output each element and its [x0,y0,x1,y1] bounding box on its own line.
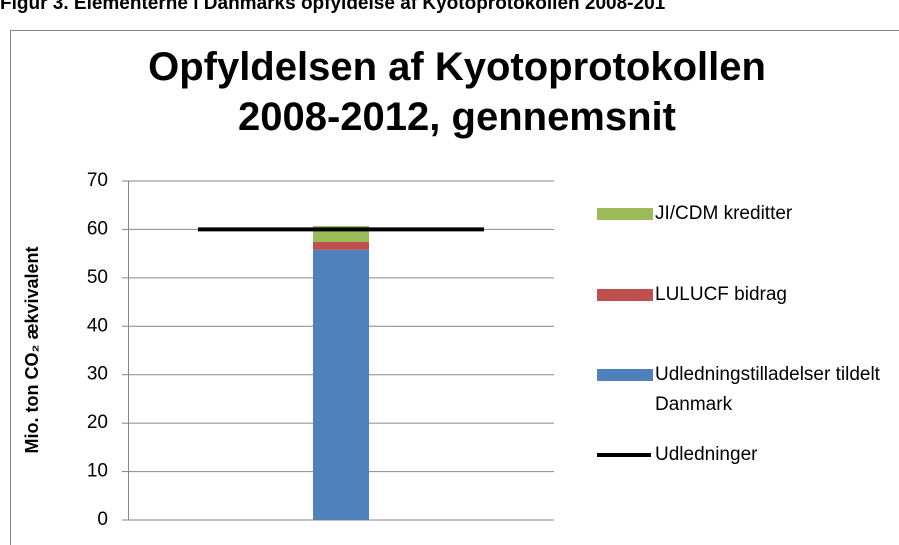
y-tick-label: 60 [87,218,108,239]
bar-segment [313,249,369,521]
y-tick-label: 20 [87,412,108,433]
caption: Figur 3. Elementerne i Danmarks opfyldel… [0,0,666,14]
y-tick-label: 10 [87,461,108,482]
y-tick-label: 70 [87,170,108,191]
legend-label: Udledninger [655,444,758,465]
y-axis-label: Mio. ton CO₂ ækvivalent [22,246,42,453]
legend-label: Udledningstilladelser tildelt Danmark [655,364,880,415]
chart-title: Opfyldelsen af Kyotoprotokollen 2008-201… [148,45,766,139]
legend-swatch [597,289,653,301]
bar-segment [313,242,369,250]
legend-item: Udledninger [655,444,758,465]
title-box: Opfyldelsen af Kyotoprotokollen 2008-201… [148,45,766,139]
legend-item: Udledningstilladelser tildelt Danmark [655,364,880,415]
legend-label: LULUCF bidrag [655,284,787,305]
legend-label: JI/CDM kreditter [655,203,793,224]
legend-item: JI/CDM kreditter [655,203,793,224]
legend-swatch [597,208,653,220]
y-tick-label: 0 [97,509,108,530]
y-tick-label: 50 [87,267,108,288]
y-tick-label: 30 [87,364,108,385]
legend-item: LULUCF bidrag [655,284,787,305]
y-tick-label: 40 [87,315,108,336]
legend-swatch [597,369,653,381]
